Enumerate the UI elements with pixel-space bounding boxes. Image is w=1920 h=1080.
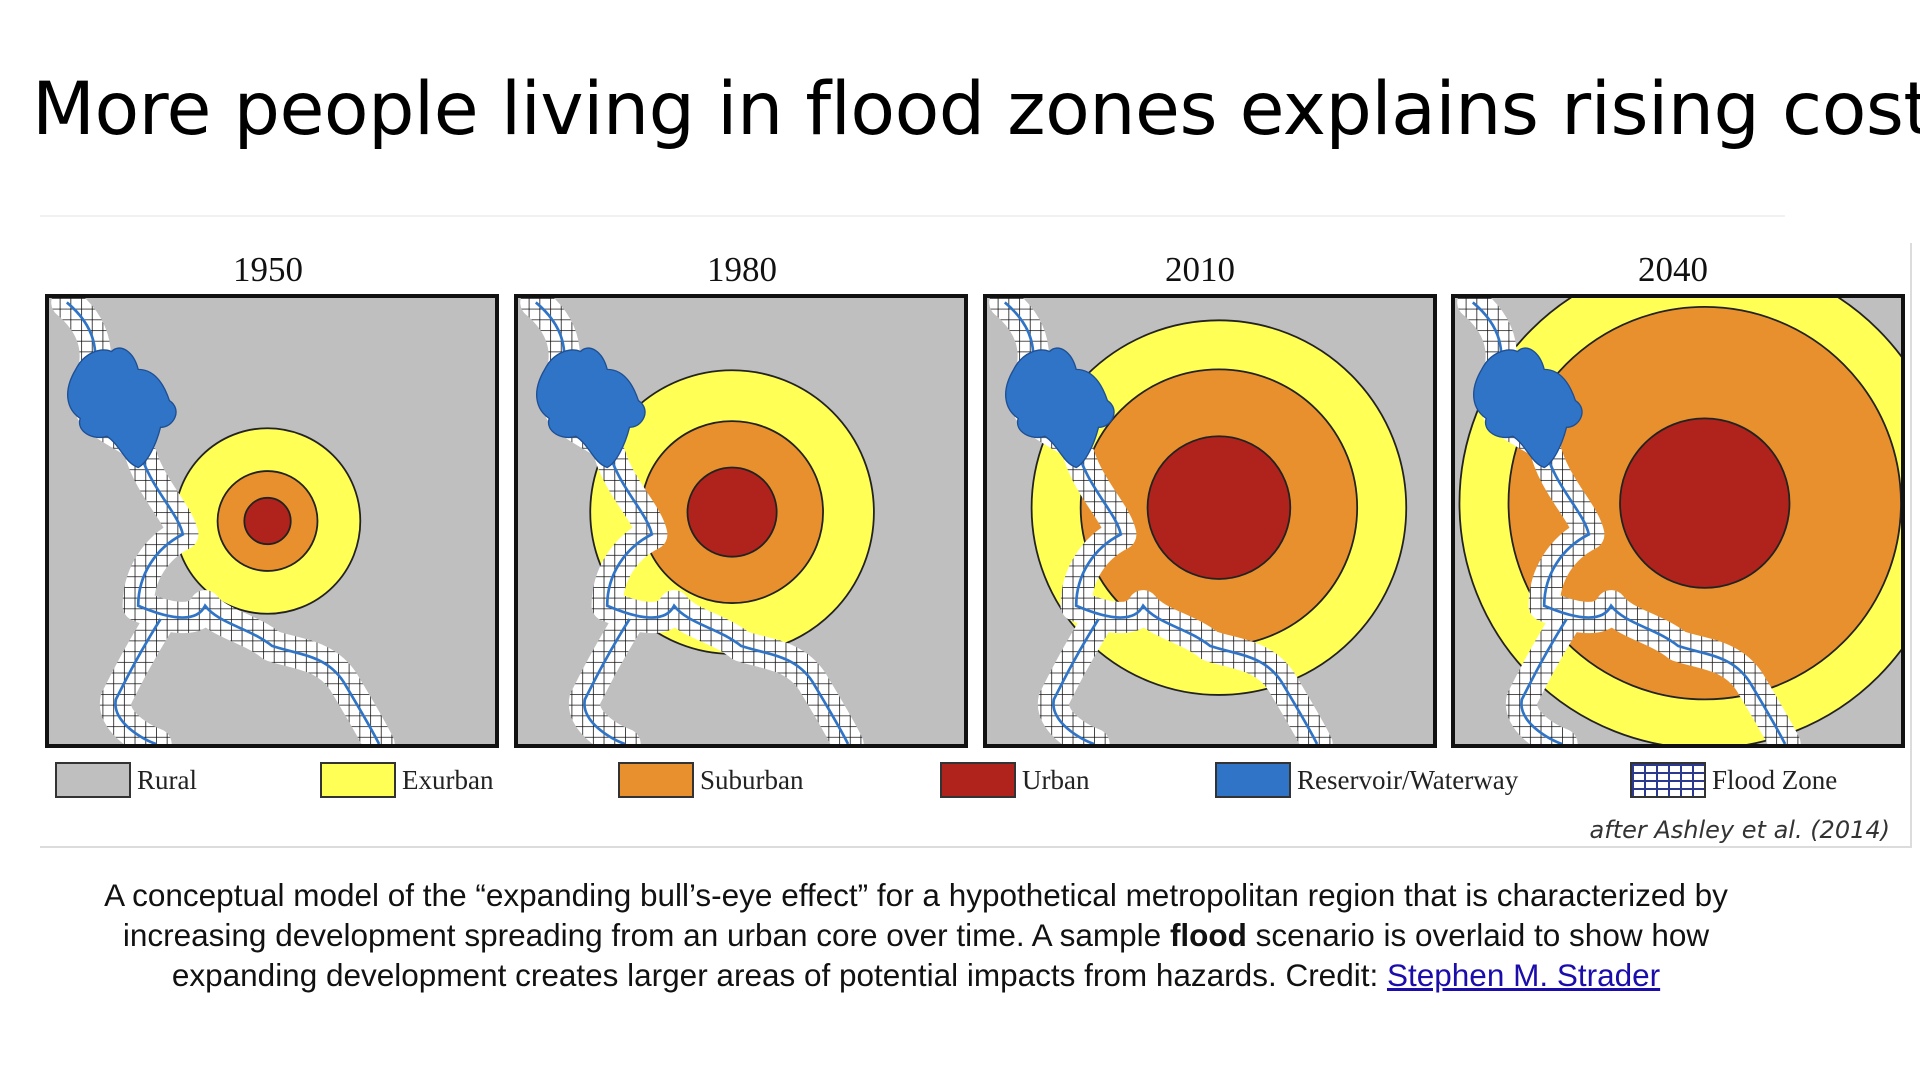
figure-caption: A conceptual model of the “expanding bul…	[36, 875, 1796, 995]
panel-year-2040: 2040	[1638, 250, 1708, 289]
map-panel-1980	[514, 294, 968, 748]
urban-ring	[243, 496, 292, 546]
urban-ring	[1146, 435, 1292, 580]
caption-line: A conceptual model of the “expanding bul…	[104, 877, 1728, 913]
caption-bold-flood: flood	[1169, 917, 1247, 953]
credit-link[interactable]: Stephen M. Strader	[1386, 957, 1661, 993]
map-panel-2040	[1451, 294, 1905, 748]
reservoir	[536, 347, 646, 469]
legend-item-urban: Urban	[940, 760, 1089, 800]
flood-zone-grid-swatch	[1630, 762, 1706, 798]
legend-label: Urban	[1022, 764, 1090, 795]
legend-label: Flood Zone	[1712, 764, 1838, 795]
map-panel-1950	[45, 294, 499, 748]
suburban-swatch	[618, 762, 694, 798]
legend-item-suburban: Suburban	[618, 760, 804, 800]
rural-swatch	[55, 762, 131, 798]
panel-year-2010: 2010	[1165, 250, 1235, 289]
figure-frame	[40, 243, 1912, 848]
panel-year-1980: 1980	[707, 250, 777, 289]
caption-line: increasing development spreading from an…	[36, 915, 1796, 955]
reservoir	[67, 347, 177, 469]
urban-ring	[1619, 417, 1791, 589]
legend-item-reservoir: Reservoir/Waterway	[1215, 760, 1518, 800]
figure-citation: after Ashley et al. (2014)	[1589, 816, 1890, 844]
urban-ring	[686, 466, 778, 558]
panel-year-1950: 1950	[233, 250, 303, 289]
reservoir	[1473, 347, 1583, 469]
urban-swatch	[940, 762, 1016, 798]
caption-text: increasing development spreading from an…	[122, 917, 1170, 953]
caption-text: scenario is overlaid to show how	[1246, 917, 1710, 953]
caption-text: expanding development creates larger are…	[171, 957, 1387, 993]
legend-item-rural: Rural	[55, 760, 197, 800]
exurban-swatch	[320, 762, 396, 798]
legend-item-flood-zone: Flood Zone	[1630, 760, 1837, 800]
reservoir-swatch	[1215, 762, 1291, 798]
map-panel-2010	[983, 294, 1437, 748]
legend-item-exurban: Exurban	[320, 760, 493, 800]
divider	[40, 215, 1785, 217]
slide-title: More people living in flood zones explai…	[32, 67, 1920, 152]
legend-label: Exurban	[402, 764, 494, 795]
legend-label: Reservoir/Waterway	[1297, 764, 1519, 795]
reservoir	[1005, 347, 1115, 469]
legend-label: Rural	[137, 764, 197, 795]
legend-label: Suburban	[700, 764, 804, 795]
caption-line: expanding development creates larger are…	[36, 955, 1796, 995]
